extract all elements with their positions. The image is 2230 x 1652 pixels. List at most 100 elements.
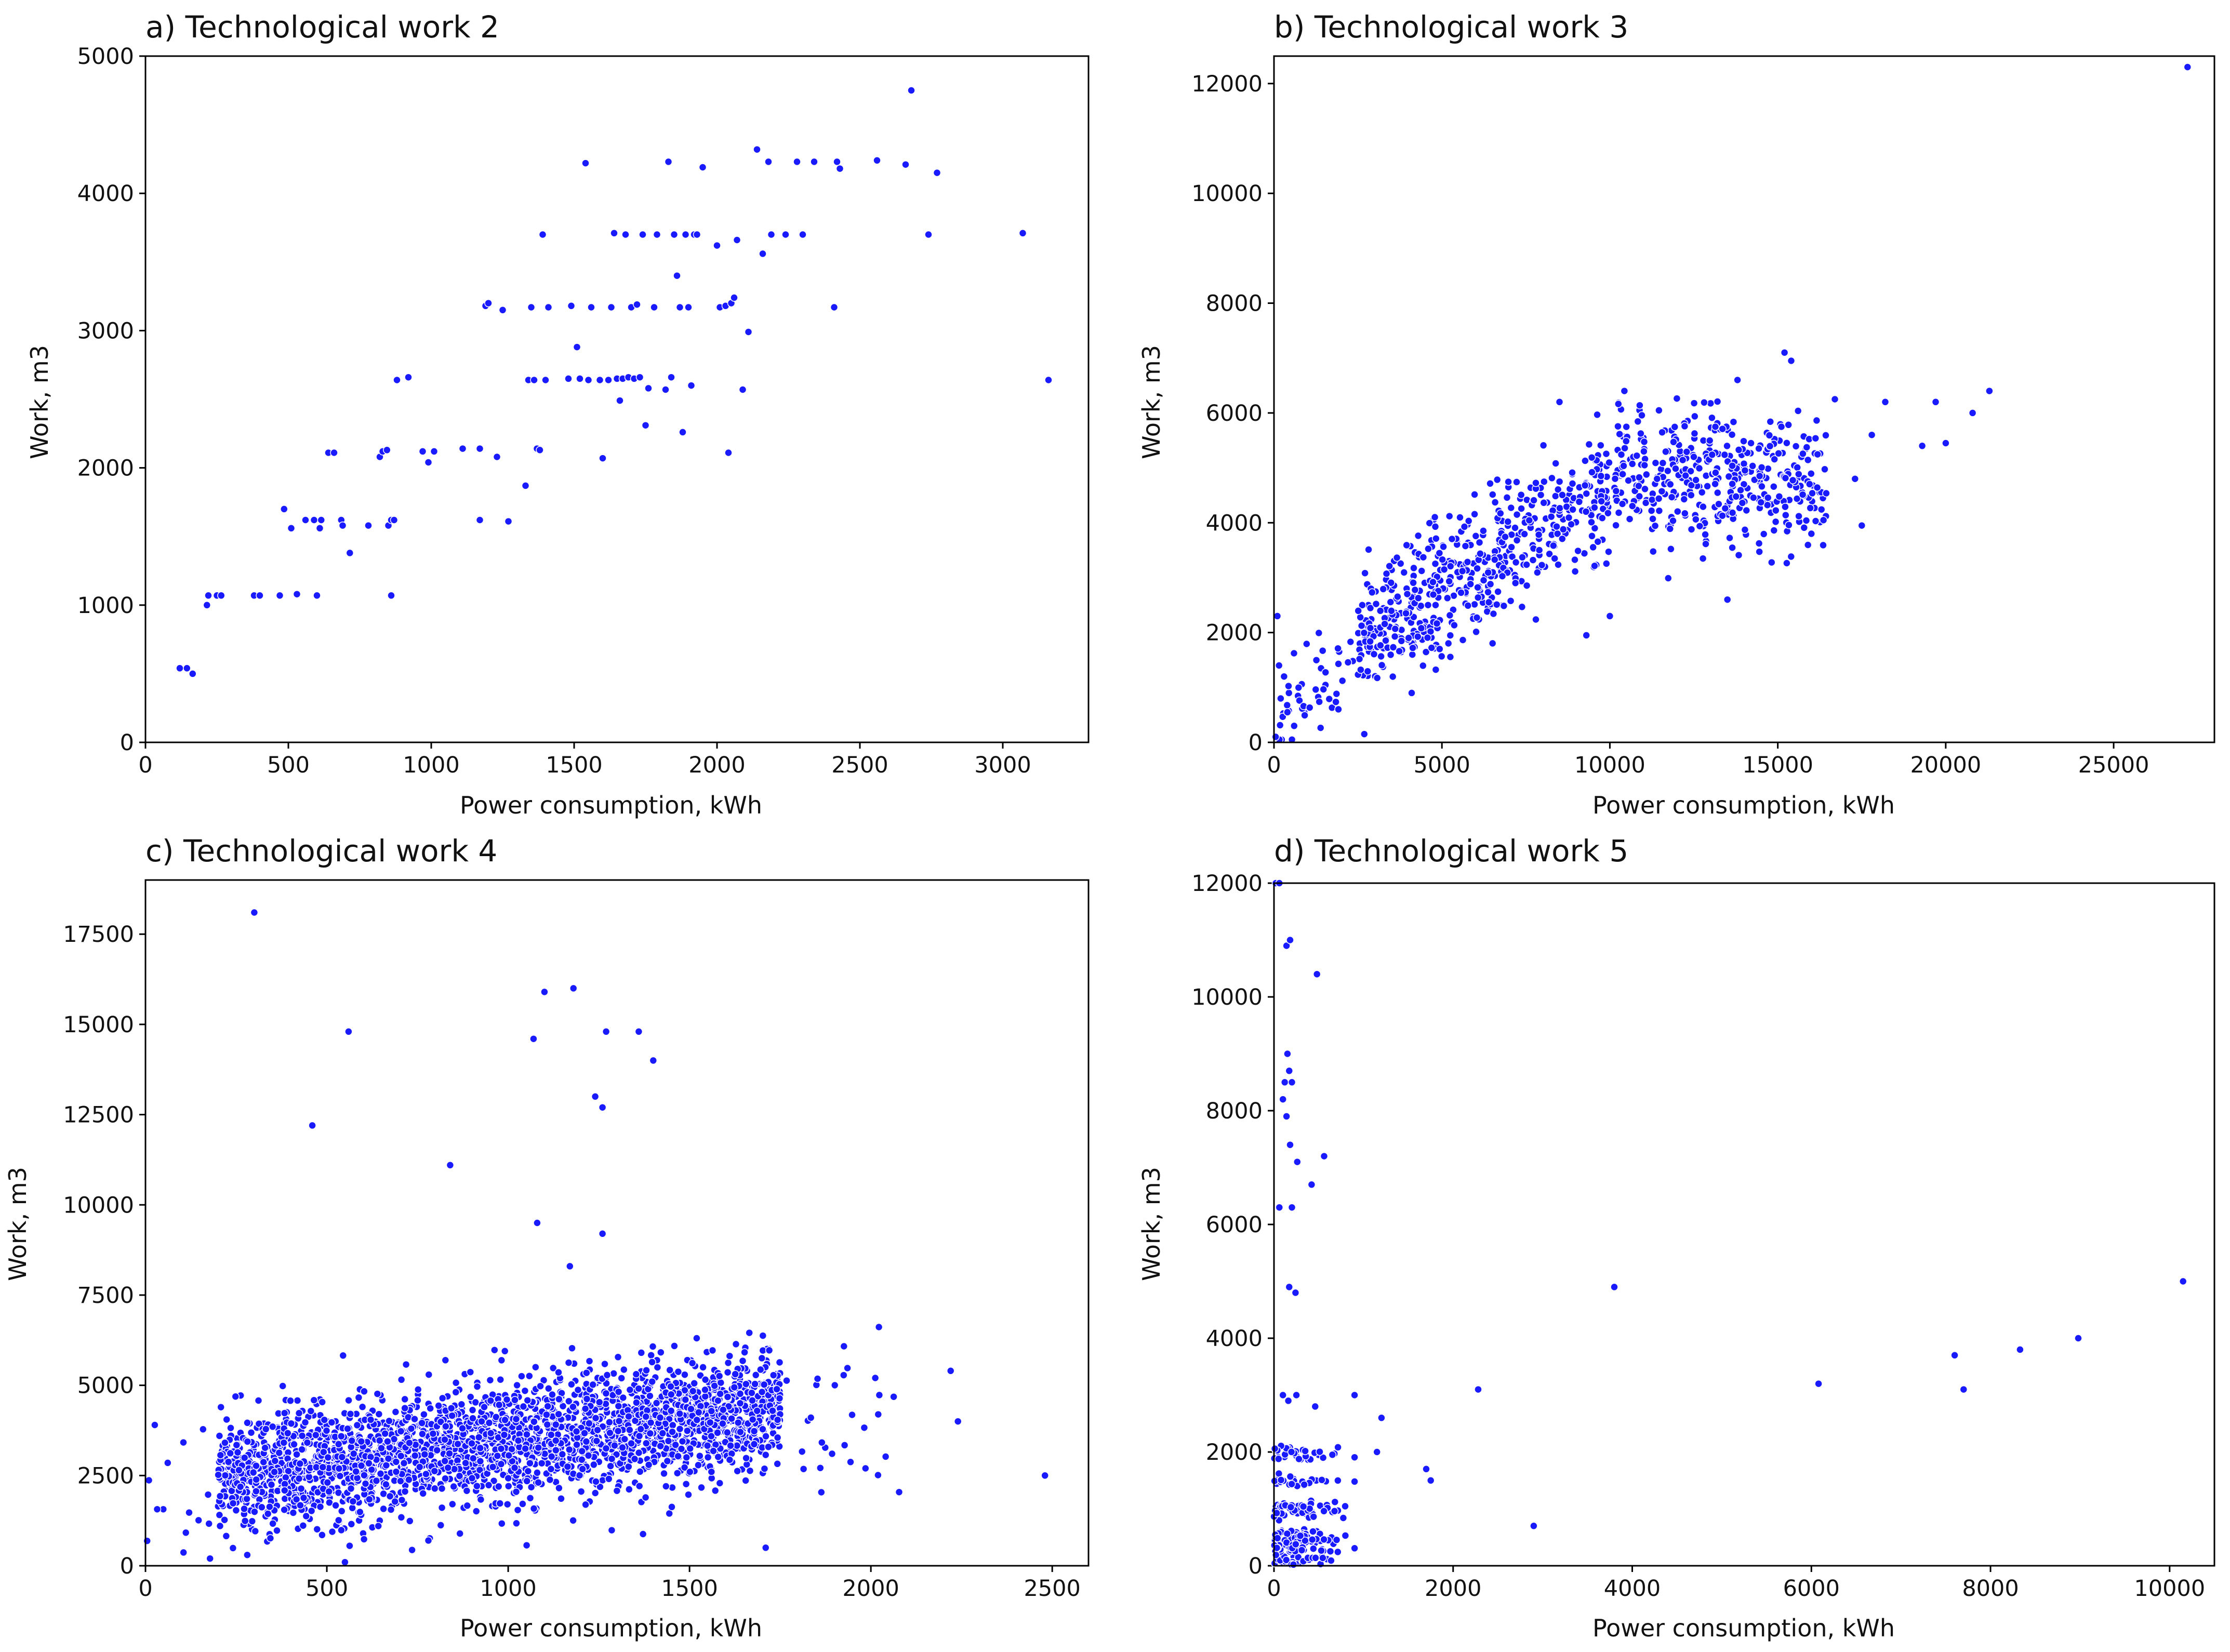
panel-a-title: a) Technological work 2 bbox=[145, 9, 499, 45]
panel-d-point bbox=[1950, 1351, 1959, 1360]
panel-c-point bbox=[216, 1522, 224, 1530]
panel-a-point bbox=[280, 505, 288, 513]
panel-c-point bbox=[748, 1389, 756, 1397]
panel-b-point bbox=[1294, 683, 1303, 692]
panel-c-point bbox=[589, 1380, 597, 1389]
panel-c-point bbox=[533, 1219, 541, 1227]
panel-c-point bbox=[668, 1428, 676, 1436]
panel-c-point bbox=[424, 1370, 433, 1379]
panel-c-point bbox=[349, 1497, 357, 1506]
panel-c-point bbox=[372, 1476, 381, 1485]
panel-c-point bbox=[614, 1402, 623, 1410]
panel-b-point bbox=[1479, 527, 1488, 535]
panel-c-point bbox=[280, 1409, 289, 1417]
panel-c-point bbox=[773, 1416, 782, 1424]
panel-c-point bbox=[614, 1427, 622, 1435]
panel-b-point bbox=[1446, 652, 1455, 661]
panel-b-point bbox=[1431, 559, 1440, 568]
panel-c-point bbox=[693, 1416, 701, 1424]
panel-b-point bbox=[1648, 496, 1656, 504]
panel-b-point bbox=[1725, 534, 1734, 542]
panel-c-point bbox=[706, 1418, 714, 1427]
panel-a-xticks: 0 500 1000 1500 2000 2500 3000 bbox=[138, 742, 1031, 778]
panel-c-point bbox=[525, 1371, 534, 1380]
panel-c-point bbox=[551, 1420, 560, 1429]
panel-b-point bbox=[1358, 601, 1366, 609]
panel-b-point bbox=[1642, 470, 1651, 479]
panel-c-ytick-label: 2500 bbox=[77, 1463, 134, 1489]
panel-c-point bbox=[620, 1365, 628, 1374]
panel-b-point bbox=[1410, 564, 1418, 572]
panel-c-point bbox=[565, 1397, 573, 1406]
panel-b-point bbox=[1658, 459, 1667, 468]
panel-d-point bbox=[1332, 1536, 1341, 1544]
panel-a-point bbox=[744, 328, 753, 336]
panel-d-point bbox=[1959, 1385, 1968, 1394]
panel-a-point bbox=[1018, 229, 1027, 237]
panel-c-point bbox=[392, 1468, 401, 1476]
panel-c-point bbox=[469, 1454, 477, 1463]
panel-c-point bbox=[400, 1459, 408, 1468]
panel-a-point bbox=[644, 384, 653, 393]
panel-c-point bbox=[293, 1396, 302, 1405]
panel-a-point bbox=[330, 448, 338, 457]
panel-c-point bbox=[568, 1344, 576, 1352]
panel-b-point bbox=[1700, 398, 1708, 407]
panel-a-point bbox=[338, 521, 347, 530]
panel-b-point bbox=[1785, 521, 1793, 529]
panel-c-point bbox=[680, 1463, 689, 1472]
panel-c-xtick-label: 1000 bbox=[480, 1576, 536, 1602]
panel-b-point bbox=[1605, 458, 1613, 467]
panel-d-point bbox=[1327, 1556, 1335, 1565]
panel-c-point bbox=[243, 1437, 252, 1446]
panel-c-point bbox=[585, 1357, 594, 1365]
panel-c-point bbox=[204, 1490, 213, 1499]
panel-b-ytick-label: 12000 bbox=[1191, 71, 1263, 97]
panel-c-point bbox=[454, 1440, 462, 1448]
panel-c-point bbox=[488, 1463, 497, 1471]
panel-a-point bbox=[301, 516, 310, 524]
panel-c-point bbox=[375, 1410, 383, 1418]
panel-b-point bbox=[1720, 450, 1729, 459]
panel-c-point bbox=[337, 1507, 346, 1515]
panel-b-point bbox=[1851, 474, 1860, 483]
panel-d-point bbox=[1312, 970, 1321, 978]
panel-a-point bbox=[521, 482, 530, 490]
panel-b-point bbox=[1742, 506, 1751, 515]
panel-c-point bbox=[671, 1441, 680, 1449]
panel-b-point bbox=[1918, 442, 1927, 450]
panel-b-point bbox=[1392, 553, 1401, 562]
panel-b-point bbox=[1768, 558, 1776, 567]
panel-b-point bbox=[1669, 438, 1678, 446]
panel-b-point bbox=[1597, 497, 1605, 505]
panel-a-point bbox=[183, 664, 191, 673]
panel-c-point bbox=[243, 1551, 251, 1559]
panel-b-point bbox=[1733, 376, 1742, 384]
panel-b-point bbox=[1402, 541, 1411, 550]
panel-a-point bbox=[493, 452, 501, 461]
panel-b-point bbox=[1780, 348, 1789, 357]
panel-c-point bbox=[493, 1451, 502, 1460]
panel-c-point bbox=[542, 1410, 551, 1419]
panel-c-point bbox=[438, 1394, 447, 1403]
panel-b-point bbox=[1772, 506, 1780, 515]
panel-b-ylabel: Work, m3 bbox=[1137, 345, 1165, 459]
panel-c-point bbox=[387, 1506, 395, 1514]
panel-c-point bbox=[536, 1382, 545, 1390]
panel-c-point bbox=[521, 1387, 529, 1395]
panel-c-point bbox=[701, 1385, 709, 1394]
panel-c-point bbox=[519, 1500, 527, 1508]
panel-c-point bbox=[396, 1427, 405, 1435]
panel-b-point bbox=[1817, 505, 1826, 514]
panel-c-point bbox=[953, 1417, 962, 1425]
panel-c-point bbox=[636, 1425, 645, 1433]
panel-a-point bbox=[346, 549, 354, 557]
panel-b-point bbox=[1697, 488, 1706, 497]
panel-c-point bbox=[422, 1470, 430, 1478]
panel-a-point bbox=[873, 156, 881, 165]
panel-c-point bbox=[383, 1437, 392, 1446]
panel-b-point bbox=[1280, 672, 1289, 681]
panel-b-point bbox=[1461, 542, 1470, 550]
panel-b-point bbox=[1664, 574, 1673, 582]
panel-c-point bbox=[337, 1526, 346, 1535]
